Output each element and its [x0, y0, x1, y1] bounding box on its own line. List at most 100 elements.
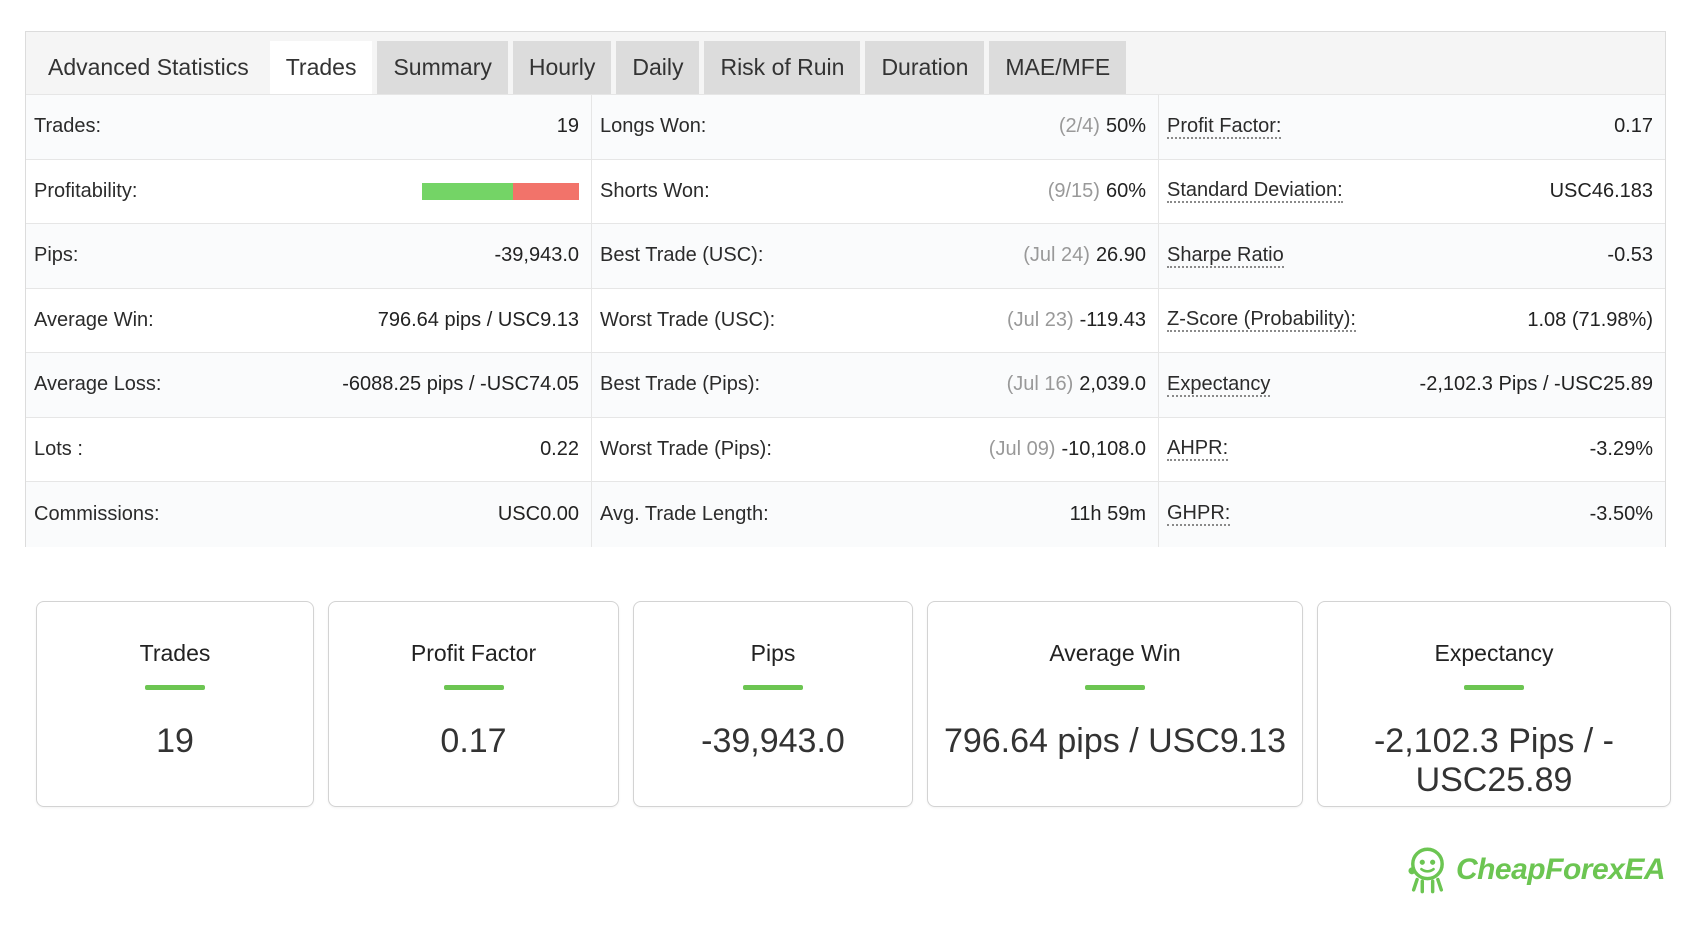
- card-title: Average Win: [1049, 640, 1181, 666]
- stat-row-ghpr: GHPR: -3.50%: [1159, 482, 1665, 547]
- stat-row-profit-factor: Profit Factor: 0.17: [1159, 95, 1665, 160]
- stats-column-3: Profit Factor: 0.17 Standard Deviation: …: [1159, 95, 1665, 547]
- stat-detail: (Jul 23): [1006, 308, 1074, 331]
- card-title: Pips: [750, 640, 796, 666]
- stat-row-longs-won: Longs Won: (2/4) 50%: [592, 95, 1158, 160]
- stat-value: 796.64 pips / USC9.13: [377, 308, 579, 331]
- stat-row-lots: Lots : 0.22: [26, 418, 591, 482]
- card-value: 19: [156, 722, 194, 760]
- stat-label: Longs Won:: [600, 115, 707, 138]
- stat-row-z-score: Z-Score (Probability): 1.08 (71.98%): [1159, 289, 1665, 353]
- stat-value: -39,943.0: [494, 244, 579, 267]
- stat-row-worst-trade-usc: Worst Trade (USC): (Jul 23) -119.43: [592, 289, 1158, 353]
- stat-detail: (Jul 09): [988, 437, 1056, 460]
- stat-detail: (Jul 24): [1023, 244, 1090, 267]
- summary-card-pips: Pips -39,943.0: [633, 601, 913, 807]
- stat-value: -2,102.3 Pips / -USC25.89: [1419, 373, 1653, 396]
- card-accent-bar: [1464, 685, 1524, 690]
- card-title: Expectancy: [1434, 640, 1554, 666]
- tab-duration[interactable]: Duration: [865, 41, 985, 94]
- tab-mae-mfe[interactable]: MAE/MFE: [989, 41, 1127, 94]
- stat-detail: (Jul 16): [1006, 373, 1074, 396]
- stat-value: (Jul 09) -10,108.0: [989, 438, 1146, 461]
- stat-label: Average Loss:: [34, 373, 162, 396]
- stat-value: 0.17: [1614, 115, 1653, 138]
- stat-number: 50%: [1105, 115, 1146, 138]
- stat-row-ahpr: AHPR: -3.29%: [1159, 418, 1665, 482]
- stats-column-2: Longs Won: (2/4) 50% Shorts Won: (9/15) 60…: [592, 95, 1159, 547]
- summary-card-average-win: Average Win 796.64 pips / USC9.13: [927, 601, 1303, 807]
- stat-label-tooltip[interactable]: GHPR:: [1167, 502, 1231, 527]
- stat-label-tooltip[interactable]: Z-Score (Probability):: [1167, 308, 1356, 333]
- summary-cards: Trades 19 Profit Factor 0.17 Pips -39,94…: [0, 601, 1693, 811]
- stat-row-trades: Trades: 19: [26, 95, 591, 160]
- card-accent-bar: [743, 685, 803, 690]
- stat-label-tooltip[interactable]: AHPR:: [1167, 437, 1229, 462]
- stat-value: 0.22: [540, 437, 579, 460]
- stat-row-best-trade-pips: Best Trade (Pips): (Jul 16) 2,039.0: [592, 353, 1158, 418]
- stat-value: 19: [556, 115, 579, 138]
- stat-row-worst-trade-pips: Worst Trade (Pips): (Jul 09) -10,108.0: [592, 418, 1158, 482]
- stat-value: 1.08 (71.98%): [1527, 308, 1653, 331]
- stat-row-expectancy: Expectancy -2,102.3 Pips / -USC25.89: [1159, 353, 1665, 418]
- stat-label: Worst Trade (USC):: [600, 308, 776, 331]
- stat-label-tooltip[interactable]: Profit Factor:: [1167, 114, 1282, 139]
- stat-label: Worst Trade (Pips):: [600, 437, 772, 460]
- tab-advanced-statistics[interactable]: Advanced Statistics: [48, 54, 249, 80]
- stat-value: -0.53: [1607, 244, 1653, 267]
- stat-value: (9/15) 60%: [1048, 180, 1146, 203]
- stat-row-commissions: Commissions: USC0.00: [26, 482, 591, 547]
- tab-trades[interactable]: Trades: [269, 41, 373, 94]
- summary-card-profit-factor: Profit Factor 0.17: [328, 601, 619, 807]
- stat-number: 2,039.0: [1079, 373, 1146, 396]
- card-value: 796.64 pips / USC9.13: [943, 722, 1287, 760]
- stat-value: (Jul 16) 2,039.0: [1007, 373, 1146, 396]
- stat-row-average-loss: Average Loss: -6088.25 pips / -USC74.05: [26, 353, 591, 418]
- mascot-icon: [1408, 847, 1444, 894]
- stat-value: 11h 59m: [1069, 502, 1146, 525]
- stat-label: Best Trade (USC):: [600, 244, 764, 267]
- profitability-win-segment: [422, 182, 514, 200]
- stat-number: -119.43: [1079, 308, 1146, 331]
- stat-label: Avg. Trade Length:: [600, 502, 769, 525]
- stat-number: -10,108.0: [1061, 437, 1146, 460]
- stat-label: Shorts Won:: [600, 179, 710, 202]
- advanced-statistics-panel: Advanced Statistics Trades Summary Hourl…: [25, 31, 1666, 547]
- stat-label: Pips:: [34, 244, 79, 267]
- cheapforexea-logo: CheapForexEA: [1405, 840, 1666, 900]
- stat-value: USC0.00: [497, 502, 579, 525]
- stat-value: -6088.25 pips / -USC74.05: [342, 373, 579, 396]
- stat-value: (Jul 23) -119.43: [1007, 309, 1146, 332]
- stat-row-sharpe-ratio: Sharpe Ratio -0.53: [1159, 224, 1665, 289]
- card-title: Profit Factor: [410, 640, 537, 666]
- stat-label: Commissions:: [34, 502, 160, 525]
- stat-label-tooltip[interactable]: Expectancy: [1167, 372, 1271, 397]
- card-accent-bar: [1085, 685, 1145, 690]
- stat-value: USC46.183: [1549, 179, 1653, 202]
- stat-row-shorts-won: Shorts Won: (9/15) 60%: [592, 160, 1158, 224]
- stat-number: 26.90: [1095, 244, 1146, 267]
- profitability-loss-segment: [513, 182, 579, 200]
- logo-text: CheapForexEA: [1455, 853, 1666, 886]
- tab-hourly[interactable]: Hourly: [512, 41, 612, 94]
- stat-label-tooltip[interactable]: Standard Deviation:: [1167, 179, 1343, 204]
- tab-daily[interactable]: Daily: [616, 41, 700, 94]
- stats-column-1: Trades: 19 Profitability: Pips: -39,943.…: [26, 95, 592, 547]
- card-value: -39,943.0: [701, 722, 845, 760]
- stat-value: (2/4) 50%: [1059, 115, 1146, 138]
- tab-risk-of-ruin[interactable]: Risk of Ruin: [704, 41, 861, 94]
- stat-label: Profitability:: [34, 179, 138, 202]
- card-accent-bar: [145, 685, 205, 690]
- stat-detail: (9/15): [1047, 179, 1100, 202]
- tab-summary[interactable]: Summary: [377, 41, 508, 94]
- stat-label: Lots :: [34, 437, 83, 460]
- card-title: Trades: [139, 640, 211, 666]
- stat-value: -3.50%: [1589, 502, 1653, 525]
- stat-number: 60%: [1105, 179, 1146, 202]
- stat-label: Trades:: [34, 115, 102, 138]
- stat-row-pips: Pips: -39,943.0: [26, 224, 591, 289]
- stat-label-tooltip[interactable]: Sharpe Ratio: [1167, 243, 1284, 268]
- summary-card-expectancy: Expectancy -2,102.3 Pips / -USC25.89: [1317, 601, 1671, 807]
- stat-row-avg-trade-length: Avg. Trade Length: 11h 59m: [592, 482, 1158, 547]
- summary-card-trades: Trades 19: [36, 601, 314, 807]
